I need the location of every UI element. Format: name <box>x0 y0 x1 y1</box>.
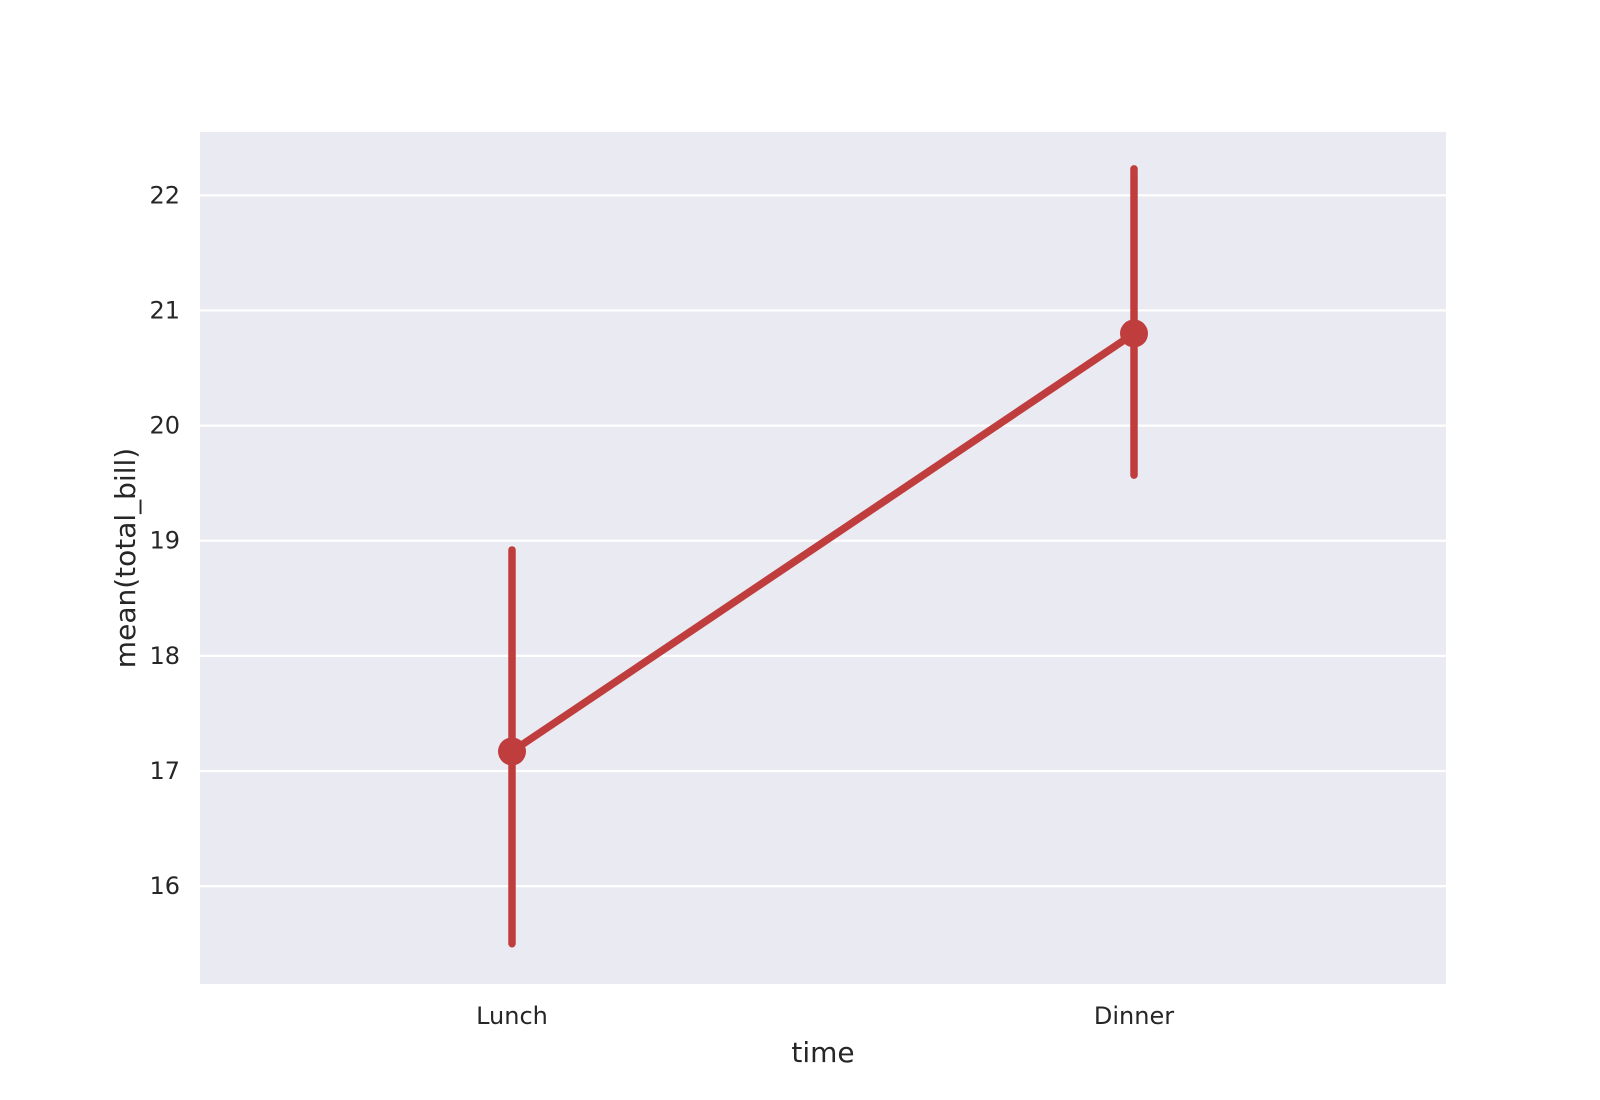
y-tick-label: 22 <box>149 181 180 209</box>
y-tick-label: 17 <box>149 757 180 785</box>
y-tick-label: 19 <box>149 527 180 555</box>
y-axis-label: mean(total_bill) <box>109 448 142 668</box>
y-tick-label: 18 <box>149 642 180 670</box>
plot-area <box>200 132 1446 984</box>
y-tick-labels: 16 17 18 19 20 21 22 <box>149 181 180 900</box>
y-tick-label: 21 <box>149 296 180 324</box>
x-tick-label: Dinner <box>1094 1002 1174 1030</box>
y-tick-label: 16 <box>149 872 180 900</box>
x-axis-label: time <box>791 1036 854 1069</box>
data-point <box>498 737 526 765</box>
x-tick-labels: Lunch Dinner <box>476 1002 1174 1030</box>
x-tick-label: Lunch <box>476 1002 548 1030</box>
y-tick-label: 20 <box>149 412 180 440</box>
data-point <box>1120 319 1148 347</box>
